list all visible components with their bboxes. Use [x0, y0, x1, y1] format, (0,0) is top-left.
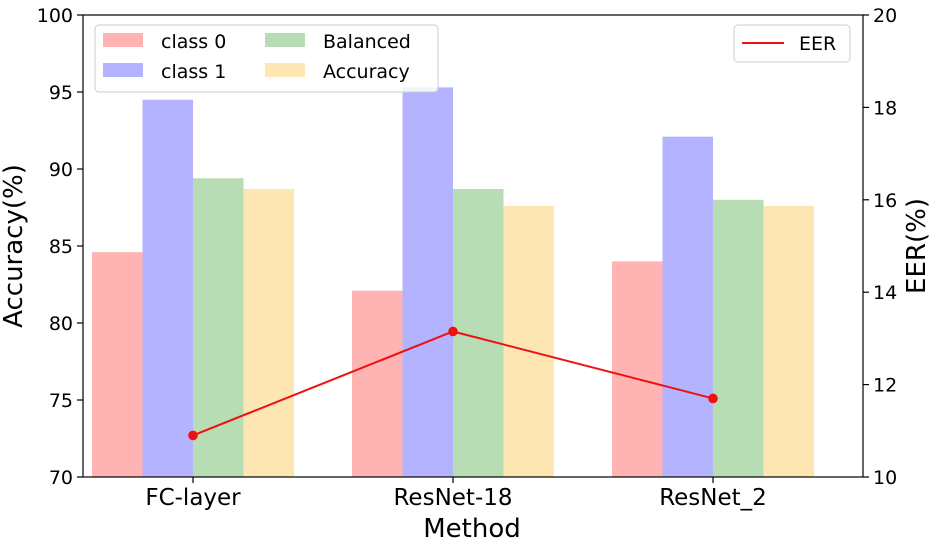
legend-bars-frame	[94, 24, 439, 93]
eer-point-2	[708, 393, 718, 404]
eer-point-1	[448, 326, 458, 337]
legend-swatch	[103, 33, 143, 47]
legend-label: Balanced	[323, 31, 411, 53]
bar-class-0-1	[352, 290, 403, 477]
legend-line-frame	[733, 24, 851, 63]
bar-balanced-0	[193, 178, 244, 478]
right-tick-label: 16	[873, 190, 897, 212]
bar-balanced-2	[713, 199, 764, 478]
bars-layer	[92, 87, 814, 478]
bar-accuracy-2	[763, 205, 814, 477]
left-axis-ticks: 70 75 80 85 90 95 100	[37, 5, 83, 489]
bar-class-0-2	[612, 261, 663, 477]
legend-line-label: EER	[799, 33, 836, 55]
legend-label: Accuracy	[323, 61, 410, 83]
legend-swatch	[103, 63, 143, 77]
legend-bars: class 0 class 1 Balanced Accuracy	[94, 24, 439, 93]
left-tick-label: 100	[37, 5, 73, 27]
eer-point-0	[188, 430, 198, 441]
left-tick-label: 85	[49, 236, 73, 258]
x-axis-title: Method	[423, 514, 521, 541]
legend-swatch	[265, 33, 305, 47]
right-tick-label: 18	[873, 97, 897, 119]
right-tick-label: 12	[873, 375, 897, 397]
bar-class-1-0	[142, 99, 193, 477]
legend-label: class 1	[161, 61, 226, 83]
bar-class-0-0	[92, 252, 143, 477]
left-tick-label: 75	[49, 390, 73, 412]
x-tick-label: ResNet-18	[393, 485, 512, 511]
bar-class-1-1	[402, 87, 453, 477]
legend-swatch	[265, 63, 305, 77]
right-axis-ticks: 10 12 14 16 18 20	[863, 5, 897, 489]
legend-label: class 0	[161, 31, 226, 53]
y-axis-title-right: EER(%)	[902, 198, 932, 294]
right-tick-label: 14	[873, 282, 897, 304]
left-tick-label: 95	[49, 82, 73, 104]
bar-accuracy-0	[243, 189, 294, 477]
y-axis-title-left: Accuracy(%)	[0, 164, 29, 328]
left-tick-label: 70	[49, 467, 73, 489]
bar-accuracy-1	[503, 205, 554, 477]
x-tick-label: FC-layer	[145, 485, 241, 511]
bar-class-1-2	[662, 136, 713, 477]
legend-line: EER	[733, 24, 851, 63]
eer-line-layer	[188, 326, 718, 441]
x-axis-ticks: FC-layer ResNet-18 ResNet_2	[145, 477, 767, 511]
left-tick-label: 80	[49, 313, 73, 335]
left-tick-label: 90	[49, 159, 73, 181]
x-tick-label: ResNet_2	[659, 485, 767, 511]
right-tick-label: 10	[873, 467, 897, 489]
right-tick-label: 20	[873, 5, 897, 27]
